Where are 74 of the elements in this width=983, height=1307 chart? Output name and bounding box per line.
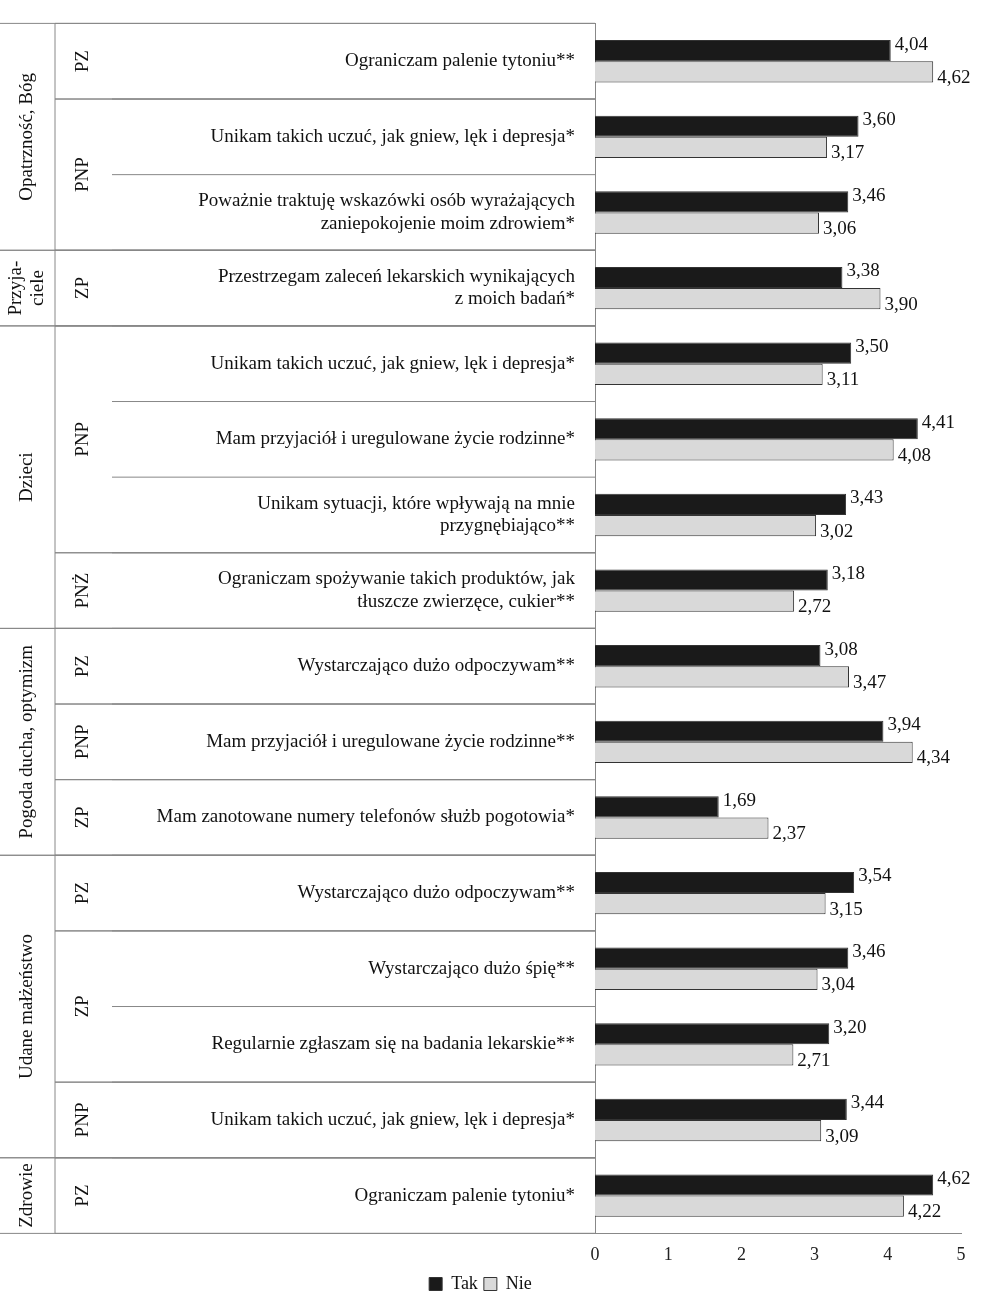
data-label: 3,08 [824,637,858,659]
text: PZ [71,50,93,73]
data-label: 1,69 [722,788,756,810]
legend-label: Tak [451,1272,478,1293]
y-tick-label: Ograniczam spożywanie takich produktów, jak tłuszcze zwierzęce, cukier** [217,567,576,611]
legend-label: Nie [505,1272,532,1293]
y-tick-label: Unikam takich uczuć, jak gniew, lęk i depresja* [210,124,575,146]
data-label: 3,90 [884,292,918,314]
text: ZP [71,276,93,300]
data-label: 3,44 [850,1091,885,1113]
data-label: 3,43 [850,486,884,508]
data-label: 2,37 [772,822,806,844]
y-tick-label: Ograniczam palenie tytoniu** [344,49,575,71]
y-tick-label: Unikam takich uczuć, jak gniew, lęk i depresja* [210,351,575,373]
data-label: 3,18 [831,561,866,583]
y-tick-label: Mam zanotowane numery telefonów służb pogotowia* [156,805,575,827]
text: PZ [71,881,93,905]
text: Opatrzność, Bóg [15,72,37,201]
text: PZ [71,655,93,678]
data-label: 3,46 [852,940,886,962]
data-label: 2,72 [798,595,832,617]
text: PNP [71,421,93,457]
y-tick-label: Wystarczająco dużo odpoczywam** [297,654,575,676]
data-label: 4,62 [937,1166,971,1188]
data-label: 4,41 [921,410,956,432]
text: PNP [71,724,93,760]
text: ZP [71,995,93,1018]
data-label: 3,17 [831,141,865,163]
data-label: 3,94 [887,713,922,735]
data-label: 4,04 [894,32,929,54]
y-tick-label: Wystarczająco dużo śpię** [368,956,575,978]
y-tick-label: Przestrzegam zaleceń lekarskich wynikających z moich badań* [217,264,576,309]
x-tick-label: 5 [956,1243,966,1264]
data-label: 4,62 [937,65,971,87]
data-label: 3,04 [821,973,856,995]
data-label: 3,11 [826,368,860,390]
data-label: 3,47 [853,670,887,692]
text: PNP [71,1102,93,1138]
text: Zdrowie [15,1163,37,1228]
x-tick-label: 0 [590,1243,600,1264]
data-label: 3,46 [852,183,886,205]
data-label: 4,08 [897,443,931,465]
x-tick-label: 2 [736,1243,746,1264]
data-label: 3,15 [829,897,863,919]
x-tick-label: 3 [810,1243,820,1264]
text: Przyja- ciele [4,260,48,316]
data-label: 4,22 [907,1200,942,1222]
data-label: 2,71 [797,1048,831,1070]
x-tick-label: 4 [883,1243,893,1264]
data-label: 3,54 [858,864,892,886]
y-tick-label: Mam przyjaciół i uregulowane życie rodzinne** [206,729,575,751]
data-label: 3,60 [862,108,896,130]
y-tick-label: Regularnie zgłaszam się na badania lekarskie** [211,1032,575,1054]
x-tick-label: 1 [663,1243,673,1264]
data-label: 3,20 [833,1015,867,1037]
data-label: 4,34 [916,746,951,768]
data-label: 3,38 [846,259,880,281]
y-tick-label: Mam przyjaciół i uregulowane życie rodzinne* [215,427,575,449]
text: PNŻ [71,572,93,609]
data-label: 3,06 [822,217,857,239]
text: PZ [71,1184,93,1207]
data-label: 3,02 [820,519,854,541]
data-label: 3,50 [855,335,889,357]
y-tick-label: Unikam takich uczuć, jak gniew, lęk i depresja* [210,1107,575,1129]
text: Udane małżeństwo [15,933,37,1080]
text: Pogoda ducha, optymizm [15,644,37,839]
text: ZP [71,806,93,829]
text: Dzieci [15,452,37,502]
y-tick-label: Poważnie traktuję wskazówki osób wyrażających zaniepokojenie moim zdrowiem* [198,189,576,233]
y-tick-label: Wystarczająco dużo odpoczywam** [297,881,575,903]
data-label: 3,09 [825,1124,859,1146]
y-tick-label: Unikam sytuacji, które wpływają na mnie przygnębiająco** [257,491,575,536]
text: PNP [71,157,93,193]
y-tick-label: Ograniczam palenie tytoniu* [354,1183,575,1205]
